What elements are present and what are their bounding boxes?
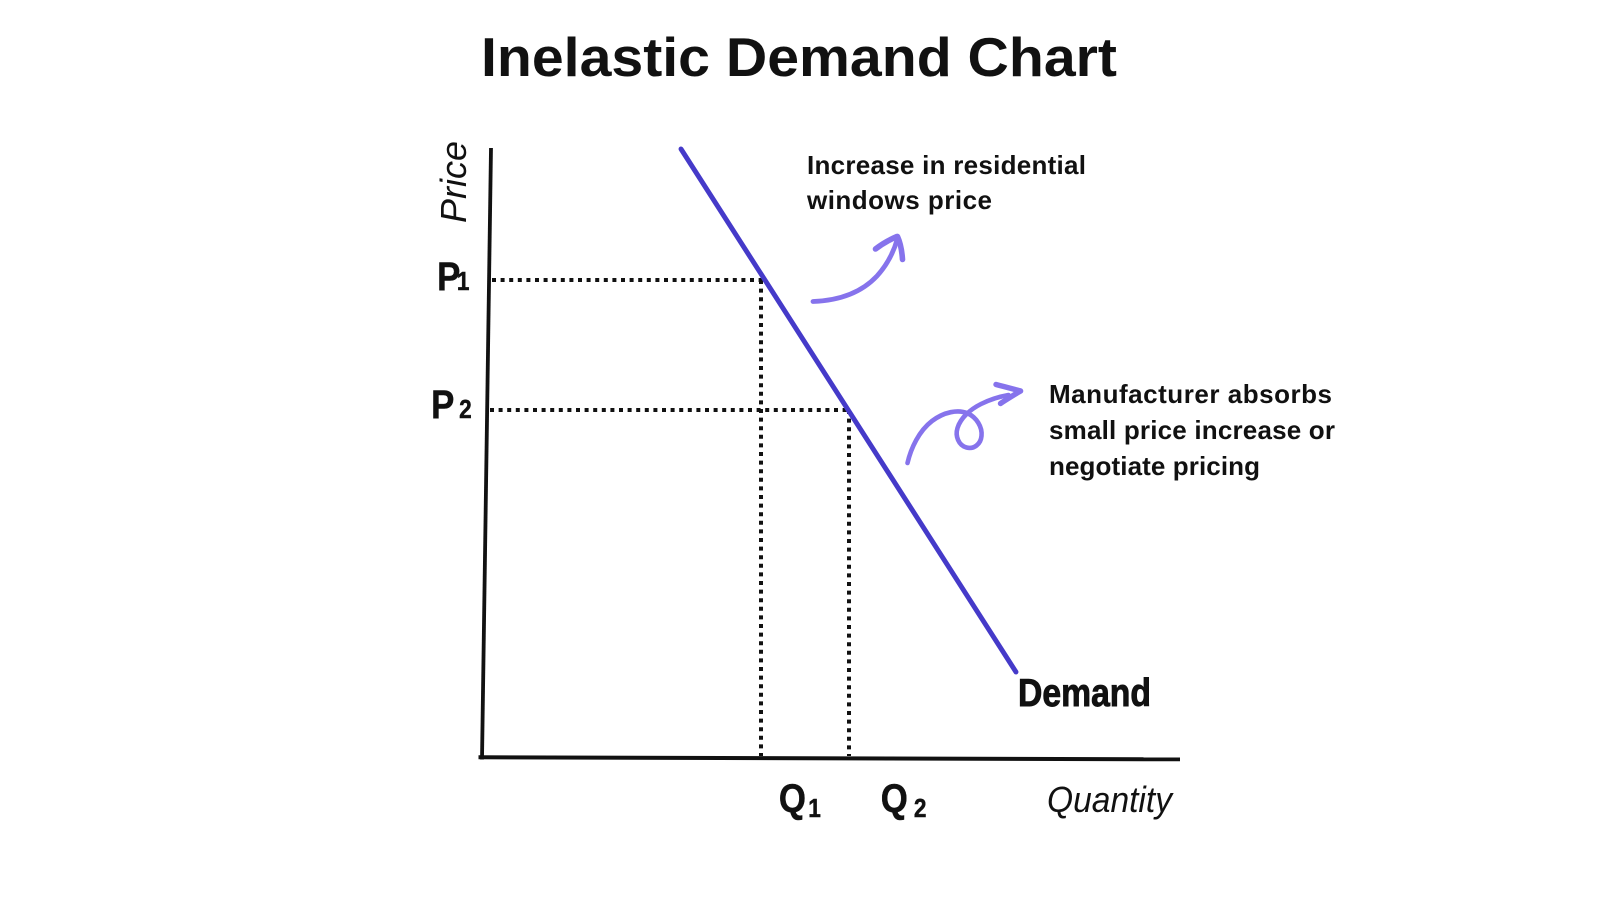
svg-text:Increase in residential: Increase in residential [807, 150, 1086, 180]
svg-text:small price increase or: small price increase or [1049, 415, 1335, 445]
svg-text:negotiate pricing: negotiate pricing [1049, 451, 1260, 481]
svg-text:Q: Q [779, 776, 806, 821]
svg-text:Quantity: Quantity [1047, 779, 1174, 820]
svg-text:Q: Q [881, 776, 908, 821]
svg-text:Price: Price [433, 141, 474, 223]
svg-text:Demand: Demand [1018, 672, 1151, 715]
svg-text:windows price: windows price [806, 185, 992, 215]
svg-text:1: 1 [808, 795, 821, 824]
svg-text:Inelastic Demand Chart: Inelastic Demand Chart [481, 26, 1117, 88]
svg-text:2: 2 [459, 396, 472, 425]
svg-text:Manufacturer absorbs: Manufacturer absorbs [1049, 379, 1332, 409]
svg-text:P: P [437, 254, 460, 299]
svg-text:P: P [431, 382, 454, 427]
svg-text:1: 1 [457, 268, 470, 297]
svg-text:2: 2 [914, 795, 927, 824]
